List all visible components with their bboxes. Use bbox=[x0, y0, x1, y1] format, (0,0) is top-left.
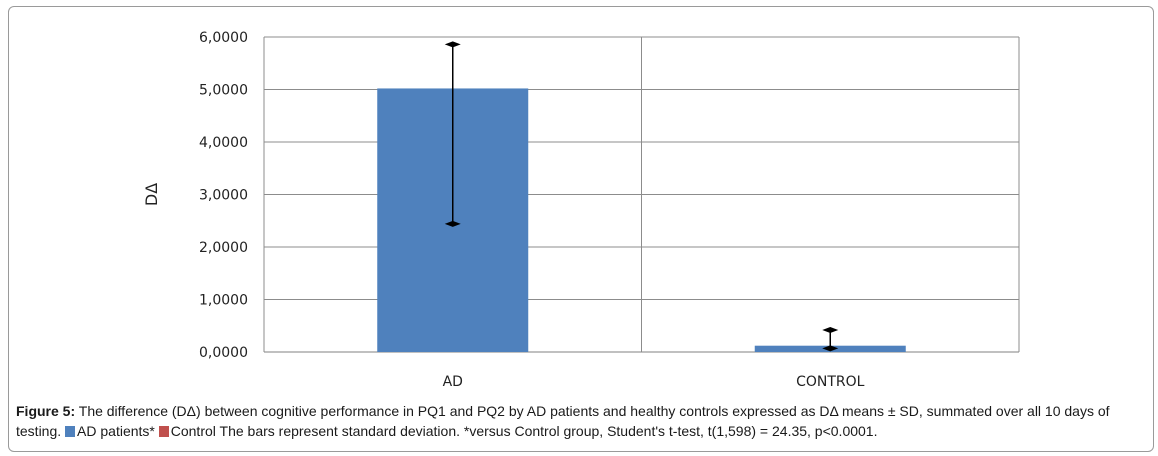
bar-chart: 0,0000 1,0000 2,0000 3,0000 4,0000 5,0000 6,00… bbox=[142, 30, 1020, 390]
error-bar-cap-control-high bbox=[822, 326, 839, 333]
y-axis-label: DΔ bbox=[142, 183, 161, 206]
legend-swatch-ad bbox=[65, 426, 76, 437]
y-tick-label: 6,0000 bbox=[199, 30, 248, 46]
figure-caption: Figure 5: The difference (DΔ) between co… bbox=[16, 401, 1144, 441]
y-tick-label: 4,0000 bbox=[199, 135, 248, 151]
x-tick-label-control: CONTROL bbox=[796, 374, 865, 390]
x-tick-label-ad: AD bbox=[443, 374, 463, 390]
legend-label-ad: AD patients* bbox=[77, 423, 155, 439]
y-tick-label: 2,0000 bbox=[199, 240, 248, 256]
y-tick-label: 5,0000 bbox=[199, 83, 248, 99]
error-bar-cap-ad-low bbox=[444, 220, 461, 227]
error-bar-cap-control-low bbox=[822, 345, 839, 352]
caption-text: The difference (DΔ) between cognitive pe… bbox=[16, 403, 1110, 439]
error-bar-cap-ad-high bbox=[444, 41, 461, 48]
caption-label: Figure 5: bbox=[16, 403, 76, 419]
y-tick-label: 3,0000 bbox=[199, 188, 248, 204]
caption-text-continued: The bars represent standard deviation. *… bbox=[215, 423, 878, 439]
legend-label-control: Control bbox=[170, 423, 216, 439]
figure-frame bbox=[8, 6, 1154, 452]
y-tick-label: 0,0000 bbox=[199, 345, 248, 361]
y-tick-label: 1,0000 bbox=[199, 293, 248, 309]
legend-swatch-control bbox=[158, 426, 169, 437]
